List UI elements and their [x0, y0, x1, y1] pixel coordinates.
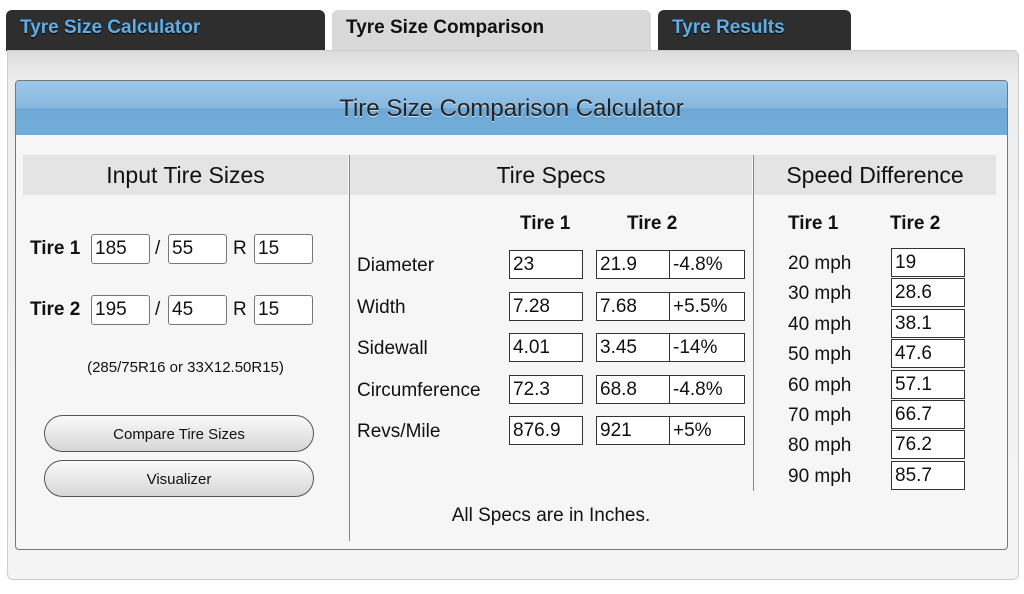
tab-tyre-results[interactable]: Tyre Results — [658, 10, 851, 51]
spec-tire1-value: 876.9 — [509, 416, 583, 445]
spec-difference: -4.8% — [669, 250, 745, 279]
tire1-label: Tire 1 — [30, 238, 81, 259]
speed-tire1: 30 mph — [788, 283, 852, 305]
specs-heading: Tire Specs — [350, 155, 752, 195]
spec-difference: +5.5% — [669, 291, 745, 321]
format-hint: (285/75R16 or 33X12.50R15) — [87, 359, 284, 376]
spec-tire2-value: 21.9 — [596, 250, 670, 279]
compare-tire-sizes-button[interactable]: Compare Tire Sizes — [44, 415, 314, 452]
spec-label: Revs/Mile — [357, 421, 441, 442]
tire2-label: Tire 2 — [30, 299, 81, 320]
divider — [753, 155, 754, 491]
speed-tire1: 40 mph — [788, 313, 852, 335]
spec-tire1-value: 23 — [509, 250, 583, 279]
input-heading: Input Tire Sizes — [23, 155, 348, 195]
tire2-aspect-input[interactable] — [168, 295, 227, 325]
spec-difference: -14% — [669, 333, 745, 362]
spec-tire2-value: 68.8 — [596, 374, 670, 404]
tire1-aspect-input[interactable] — [168, 234, 227, 264]
speed-tire1: 60 mph — [788, 374, 852, 396]
spec-difference: +5% — [669, 416, 745, 445]
spec-label: Circumference — [357, 379, 481, 401]
spec-tire1-value: 7.28 — [509, 291, 583, 321]
spec-label: Width — [357, 296, 406, 318]
spec-tire1-value: 4.01 — [509, 333, 583, 362]
slash: / — [155, 238, 161, 259]
tire2-rim-input[interactable] — [254, 295, 313, 325]
speed-tire1: 50 mph — [788, 344, 852, 366]
speed-tire1: 90 mph — [788, 465, 852, 487]
speed-tire1: 70 mph — [788, 405, 852, 426]
speed-tire1: 20 mph — [788, 253, 852, 274]
spec-tire1-value: 72.3 — [509, 374, 583, 404]
speed-col-tire2: Tire 2 — [890, 213, 941, 234]
spec-tire2-value: 7.68 — [596, 291, 670, 321]
speed-tire1: 80 mph — [788, 435, 852, 457]
speed-tire2-value: 66.7 — [891, 400, 965, 429]
slash: / — [155, 299, 161, 320]
tire1-width-input[interactable] — [91, 234, 150, 264]
spec-tire2-value: 3.45 — [596, 333, 670, 362]
spec-tire2-value: 921 — [596, 416, 670, 445]
speed-tire2-value: 47.6 — [891, 339, 965, 369]
speed-tire2-value: 19 — [891, 248, 965, 277]
spec-label: Sidewall — [357, 338, 428, 359]
tab-tyre-size-comparison[interactable]: Tyre Size Comparison — [332, 10, 651, 51]
tab-tyre-size-calculator[interactable]: Tyre Size Calculator — [6, 10, 325, 51]
tire1-rim-input[interactable] — [254, 234, 313, 264]
spec-difference: -4.8% — [669, 374, 745, 404]
specs-note: All Specs are in Inches. — [451, 505, 651, 526]
divider — [349, 155, 350, 541]
r-label: R — [233, 238, 247, 259]
visualizer-button[interactable]: Visualizer — [44, 460, 314, 497]
speed-tire2-value: 57.1 — [891, 369, 965, 399]
spec-label: Diameter — [357, 255, 435, 276]
specs-col-tire2: Tire 2 — [627, 213, 678, 234]
tire2-width-input[interactable] — [91, 295, 150, 325]
page-title: Tire Size Comparison Calculator — [16, 81, 1007, 135]
speed-tire2-value: 38.1 — [891, 308, 965, 338]
r-label: R — [233, 299, 247, 320]
speed-col-tire1: Tire 1 — [788, 213, 839, 234]
speed-tire2-value: 28.6 — [891, 278, 965, 308]
specs-col-tire1: Tire 1 — [520, 213, 571, 234]
speed-heading: Speed Difference — [754, 155, 996, 195]
speed-tire2-value: 85.7 — [891, 460, 965, 490]
speed-tire2-value: 76.2 — [891, 430, 965, 460]
